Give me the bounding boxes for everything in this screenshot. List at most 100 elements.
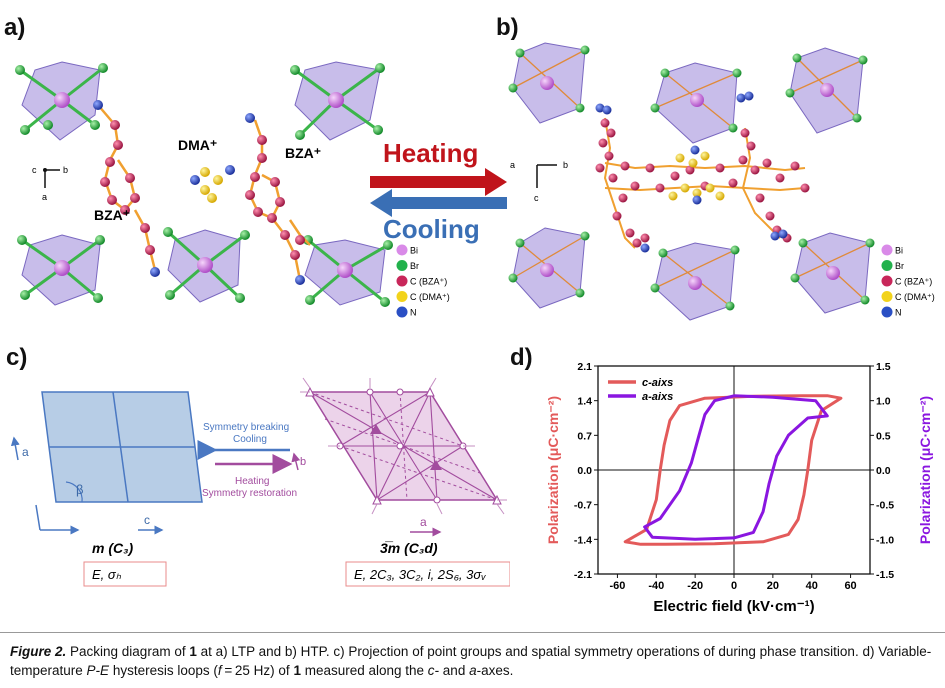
left-axis-a-label: a — [22, 445, 29, 459]
right-ops: E, 2C₃, 3C₂, i, 2S₆, 3σᵥ — [354, 567, 486, 582]
symmetry-restoration-text: Symmetry restoration — [202, 488, 297, 499]
axis-c-label: c — [32, 165, 37, 175]
panel-a-structure: c b a DMA⁺ BZA⁺ BZA⁺ — [15, 61, 393, 307]
legend-b-swatch-0 — [881, 244, 893, 256]
br-atoms — [15, 63, 393, 307]
caption-part7: -axes. — [476, 663, 514, 678]
y2-tick-label: -1.5 — [876, 569, 894, 581]
caption-compound2: 1 — [293, 663, 301, 678]
axis-b-label: b — [63, 165, 68, 175]
legend-label-0: c-aixs — [642, 377, 673, 389]
legend-b-swatch-3 — [881, 291, 893, 302]
legend-b: Bi Br C (BZA⁺) C (DMA⁺) N — [881, 244, 935, 318]
cooling-label: Cooling — [383, 214, 480, 244]
legend-a-entry-1: Br — [410, 261, 419, 271]
heating-label: Heating — [383, 138, 478, 168]
beta-label: β — [76, 482, 83, 497]
bi-atoms — [54, 92, 353, 278]
caption-part4: = 25 Hz) of — [221, 663, 294, 678]
dma-label: DMA⁺ — [178, 137, 217, 153]
axis-c-label-b: c — [534, 193, 539, 203]
cooling-arrow — [370, 189, 507, 217]
left-point-group: m (C₃) — [92, 540, 134, 556]
panel-d-label: d) — [510, 344, 533, 371]
x-tick-label: -40 — [648, 580, 664, 592]
y2-tick-label: -1.0 — [876, 534, 894, 546]
legend-b-entry-1: Br — [895, 261, 904, 271]
y2-axis-label: Polarization (μC·cm⁻²) — [917, 396, 933, 544]
caption-freq: f — [217, 663, 222, 678]
phase-arrows: Heating Cooling — [370, 138, 507, 244]
legend-a-swatch-1 — [396, 260, 408, 271]
caption-part1: Packing diagram of — [66, 644, 190, 659]
legend-b-entry-0: Bi — [895, 246, 903, 256]
caption-lead: Figure 2. — [10, 644, 67, 659]
legend-a-entry-2: C (BZA⁺) — [410, 277, 447, 287]
right-axis-a-label: a — [420, 515, 427, 529]
panel-b-label: b) — [496, 14, 519, 41]
x-tick-label: 60 — [844, 580, 856, 592]
caption-ax2: a — [469, 663, 477, 678]
caption-part5: measured along the — [300, 663, 428, 678]
legend-a-swatch-3 — [396, 291, 408, 302]
right-ops-box — [345, 561, 510, 587]
caption-pe: P-E — [86, 663, 110, 678]
mid-axis-b-label: b — [300, 456, 306, 468]
panel-d-chart: -60 -40 -20 0 20 40 60 2.1 1.4 0.7 0.0 -0.7 -1.4 -2.1… — [545, 361, 933, 615]
panel-b-structure: a b c — [508, 42, 875, 321]
axis-b-label-b: b — [563, 160, 568, 170]
legend-a-entry-3: C (DMA⁺) — [410, 292, 450, 302]
legend-b-entry-4: N — [895, 308, 902, 318]
figure-caption: Figure 2. Packing diagram of 1 at a) LTP… — [10, 642, 935, 680]
legend-label-1: a-aixs — [642, 391, 673, 403]
legend-b-swatch-4 — [881, 306, 893, 318]
panel-a-label: a) — [4, 14, 26, 41]
heating-text-c: Heating — [235, 476, 269, 487]
legend-b-swatch-2 — [881, 275, 893, 287]
caption-compound: 1 — [189, 644, 197, 659]
y-tick-label: -1.4 — [574, 534, 592, 546]
y-tick-label: 1.4 — [577, 396, 592, 408]
caption-part3: hysteresis loops ( — [109, 663, 218, 678]
y-axis-label: Polarization (μC·cm⁻²) — [545, 396, 561, 544]
left-ops-box — [83, 561, 167, 587]
legend-a-entry-0: Bi — [410, 246, 418, 256]
panel-c-symmetry: a β c m (C₃) E, σₕ Symmetry breaking Coo… — [10, 377, 510, 587]
x-tick-label: -20 — [687, 580, 703, 592]
left-ops: E, σₕ — [92, 567, 122, 582]
y-tick-label: 0.7 — [577, 430, 592, 442]
panel-c-label: c) — [6, 344, 28, 371]
y-tick-label: 0.0 — [577, 465, 592, 477]
caption-part2: at a) LTP and b) HTP. c) Projection of p… — [10, 644, 932, 678]
legend-a-entry-4: N — [410, 308, 417, 318]
x-axis-label: Electric field (kV·cm⁻¹) — [653, 598, 814, 615]
x-tick-label: 0 — [731, 580, 737, 592]
y-tick-label: -0.7 — [574, 500, 592, 512]
legend-b-swatch-1 — [881, 260, 893, 271]
bza-carbons — [100, 120, 305, 260]
right-point-group: 3̅m (C₃d) — [380, 540, 438, 556]
symmetry-breaking-text: Symmetry breaking — [203, 422, 289, 433]
cooling-text-c: Cooling — [233, 434, 267, 445]
n-atoms — [93, 100, 305, 285]
y2-tick-label: 1.0 — [876, 396, 891, 408]
legend-a-swatch-0 — [396, 244, 408, 256]
bza-label-1: BZA⁺ — [285, 145, 321, 161]
caption-rule — [0, 632, 945, 633]
bza-bonds — [97, 104, 311, 281]
caption-part6: and — [439, 663, 470, 678]
axis-triad-a — [44, 169, 60, 188]
legend-a-swatch-4 — [396, 306, 408, 318]
y2-tick-label: 1.5 — [876, 361, 891, 373]
bza-label-2: BZA⁺ — [94, 207, 130, 223]
legend-a-swatch-2 — [396, 275, 408, 287]
axis-a-label-b: a — [510, 160, 515, 170]
dma-carbons — [200, 167, 223, 203]
y-tick-label: 2.1 — [577, 361, 592, 373]
x-tick-label: 20 — [767, 580, 779, 592]
x-tick-label: 40 — [806, 580, 818, 592]
y2-tick-label: 0.5 — [876, 430, 891, 442]
y2-tick-label: -0.5 — [876, 500, 894, 512]
heating-arrow — [370, 168, 507, 196]
axis-a-label: a — [42, 192, 47, 202]
